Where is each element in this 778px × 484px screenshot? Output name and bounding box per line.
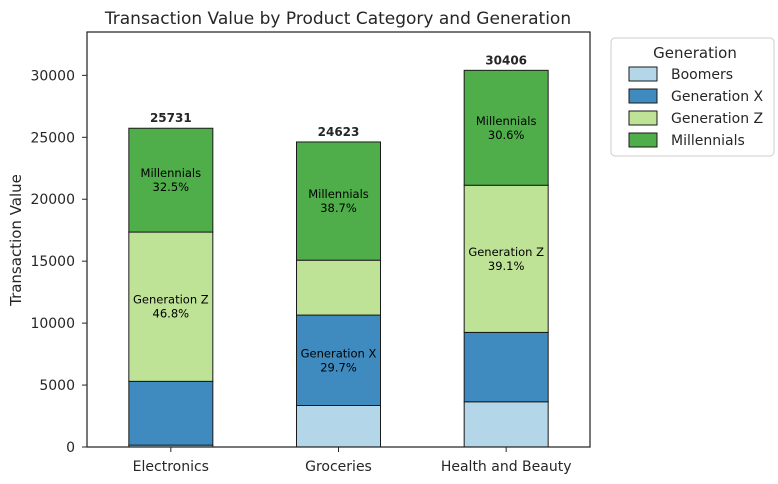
chart-title: Transaction Value by Product Category an… [104, 9, 571, 29]
plot-frame [86, 31, 591, 448]
bar-segment-generation-x [463, 331, 549, 403]
segment-label: Generation X 29.7% [301, 346, 377, 374]
plot-area: 0 5000 10000 15000 20000 25000 30000 25731 Elect… [30, 53, 571, 475]
bar-total-label: 24623 [318, 125, 360, 139]
legend: Generation Boomers Generation X Generation… [610, 37, 775, 157]
segment-label: Generation Z 39.1% [468, 245, 544, 273]
bar-segment-boomers [463, 401, 549, 448]
legend-swatch [628, 110, 658, 126]
y-tick-label: 20000 [30, 192, 75, 208]
legend-title: Generation [653, 44, 737, 62]
bar-total-label: 25731 [150, 111, 192, 125]
bar-segment-millennials [296, 141, 381, 261]
bar-segment-boomers [296, 405, 381, 448]
bar-segment-millennials [463, 69, 549, 186]
bar-segment-generation-x [296, 314, 381, 407]
bar-segment-millennials [128, 127, 214, 233]
y-tick-label: 0 [66, 440, 75, 456]
bar-segment-generation-z [463, 184, 549, 333]
legend-label: Millennials [671, 133, 745, 149]
legend-swatch [628, 132, 658, 148]
segment-label: Generation Z 46.8% [133, 293, 209, 321]
segment-label: Millennials 30.6% [476, 114, 537, 142]
segment-label: Millennials 32.5% [141, 166, 202, 194]
x-tick-label: Electronics [133, 459, 209, 475]
x-tick-label: Health and Beauty [441, 459, 572, 475]
y-tick-label: 15000 [30, 254, 75, 270]
legend-label: Generation Z [671, 111, 763, 127]
legend-label: Generation X [671, 89, 764, 105]
bar-segment-generation-x [128, 380, 214, 446]
segment-label: Millennials 38.7% [308, 187, 369, 215]
y-axis-label: Transaction Value [7, 174, 25, 307]
y-tick-label: 5000 [39, 378, 75, 394]
y-tick-label: 25000 [30, 130, 75, 146]
bar-total-label: 30406 [485, 53, 527, 67]
legend-swatch [628, 66, 658, 82]
y-tick-label: 30000 [30, 68, 75, 84]
x-tick-label: Groceries [305, 459, 372, 475]
legend-label: Boomers [671, 67, 733, 83]
y-tick-label: 10000 [30, 316, 75, 332]
legend-swatch [628, 88, 658, 104]
bar-segment-generation-z [296, 259, 381, 316]
